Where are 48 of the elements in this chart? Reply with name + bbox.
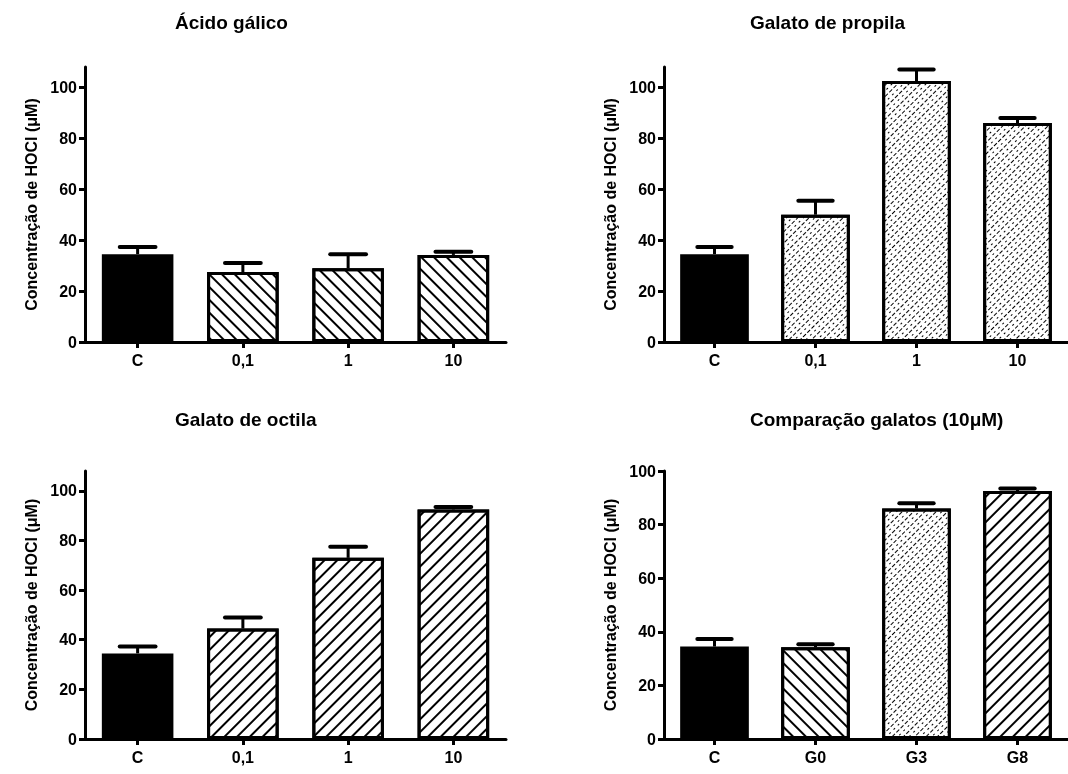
- y-tick-label: 0: [647, 333, 657, 351]
- x-tick-label: G3: [905, 748, 928, 766]
- y-tick-label: 40: [638, 231, 657, 249]
- x-tick-label: C: [708, 351, 721, 369]
- y-tick-label: 40: [59, 231, 78, 249]
- y-tick-label: 40: [638, 623, 657, 641]
- y-tick-label: 100: [629, 78, 657, 96]
- y-tick-label: 0: [647, 730, 657, 748]
- y-tick-label: 80: [59, 531, 78, 549]
- x-tick-label: 0,1: [231, 748, 255, 766]
- y-tick-label: 40: [59, 631, 78, 649]
- y-axis-title: Concentração de HOCl (μM): [22, 98, 40, 311]
- y-tick-label: 60: [638, 180, 657, 198]
- y-tick-label: 80: [638, 129, 657, 147]
- y-tick-label: 60: [59, 180, 78, 198]
- x-tick-label: 1: [343, 748, 353, 766]
- x-tick-label: 10: [444, 351, 463, 369]
- y-tick-label: 0: [68, 333, 78, 351]
- x-tick-label: C: [131, 748, 144, 766]
- y-tick-label: 60: [638, 569, 657, 587]
- chart-title: Comparação galatos (10μM): [750, 409, 1004, 430]
- y-tick-label: 100: [629, 462, 657, 480]
- x-tick-label: C: [708, 748, 721, 766]
- y-tick-label: 80: [638, 516, 657, 534]
- y-tick-label: 100: [50, 482, 78, 500]
- chart-title: Ácido gálico: [175, 12, 288, 33]
- y-tick-label: 0: [68, 730, 78, 748]
- x-tick-label: 10: [1008, 351, 1027, 369]
- y-axis-title: Concentração de HOCl (μM): [22, 498, 40, 712]
- x-tick-label: 0,1: [804, 351, 827, 369]
- chart-title: Galato de propila: [750, 12, 906, 33]
- y-tick-label: 60: [59, 581, 78, 599]
- x-tick-label: G8: [1006, 748, 1029, 766]
- x-tick-label: 1: [343, 351, 353, 369]
- chart-title: Galato de octila: [175, 409, 317, 430]
- x-tick-label: C: [131, 351, 144, 369]
- y-axis-title: Concentração de HOCl (μM): [601, 498, 619, 712]
- x-tick-label: 10: [444, 748, 463, 766]
- y-tick-label: 20: [59, 680, 78, 698]
- x-tick-label: G0: [804, 748, 827, 766]
- y-tick-label: 100: [50, 78, 78, 96]
- y-tick-label: 20: [59, 282, 78, 300]
- y-axis-title: Concentração de HOCl (μM): [601, 98, 619, 311]
- y-tick-label: 20: [638, 676, 657, 694]
- x-tick-label: 1: [912, 351, 922, 369]
- x-tick-label: 0,1: [231, 351, 255, 369]
- y-tick-label: 20: [638, 282, 657, 300]
- y-tick-label: 80: [59, 129, 78, 147]
